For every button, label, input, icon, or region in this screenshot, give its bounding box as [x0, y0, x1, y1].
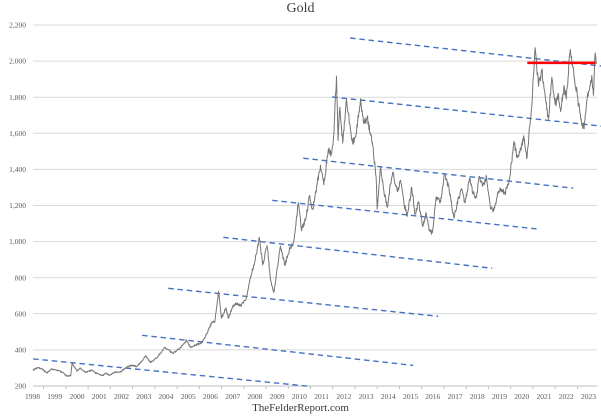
x-axis-label: 2002: [114, 392, 129, 401]
trendline-downtrend-3: [303, 157, 574, 189]
x-axis-label: 2021: [537, 392, 552, 401]
y-axis-label: 2,000: [9, 57, 26, 66]
x-axis-label: 2022: [559, 392, 574, 401]
x-axis-label: 2016: [425, 392, 440, 401]
y-axis-label: 600: [15, 309, 27, 318]
x-axis-label: 2003: [136, 392, 151, 401]
y-axis-label: 1,600: [9, 129, 26, 138]
x-axis-label: 2013: [359, 392, 374, 401]
trendline-downtrend-4: [272, 199, 539, 230]
trendline-downtrend-1: [350, 37, 601, 67]
x-axis-label: 2007: [225, 392, 240, 401]
x-axis-label: 2008: [247, 392, 262, 401]
trendline-downtrend-7: [142, 334, 414, 367]
y-axis-label: 800: [15, 273, 27, 282]
x-axis-label: 2010: [292, 392, 307, 401]
x-axis-label: 2005: [181, 392, 196, 401]
price-series: [32, 47, 597, 377]
x-axis-label: 2009: [270, 392, 285, 401]
x-axis-label: 2006: [203, 392, 218, 401]
trendline-downtrend-6: [168, 287, 439, 317]
x-axis-label: 2019: [492, 392, 507, 401]
x-axis-label: 2018: [470, 392, 485, 401]
y-axis-label: 1,800: [9, 93, 26, 102]
source-watermark: TheFelderReport.com: [252, 402, 349, 414]
y-axis-label: 1,200: [9, 201, 26, 210]
trendline-downtrend-8: [33, 358, 311, 388]
trendline-downtrend-2: [332, 96, 601, 127]
y-axis-label: 1,000: [9, 237, 26, 246]
x-axis-label: 2017: [448, 392, 463, 401]
y-axis-label: 2,200: [9, 21, 26, 30]
x-axis-label: 2012: [336, 392, 351, 401]
x-axis-label: 2001: [92, 392, 107, 401]
y-axis-label: 1,400: [9, 165, 26, 174]
x-axis-label: 2000: [70, 392, 85, 401]
x-axis-label: 2020: [514, 392, 529, 401]
x-axis-label: 2015: [403, 392, 418, 401]
chart-title: Gold: [286, 1, 315, 16]
x-axis-label: 1999: [47, 392, 62, 401]
trendline-downtrend-5: [223, 236, 493, 269]
x-axis-label: 2004: [158, 392, 173, 401]
x-axis-label: 2014: [381, 392, 396, 401]
x-axis-label: 1998: [25, 392, 40, 401]
y-axis-label: 400: [15, 346, 27, 355]
y-axis-label: 200: [15, 382, 27, 391]
x-axis-label: 2023: [581, 392, 596, 401]
x-axis-label: 2011: [314, 392, 329, 401]
